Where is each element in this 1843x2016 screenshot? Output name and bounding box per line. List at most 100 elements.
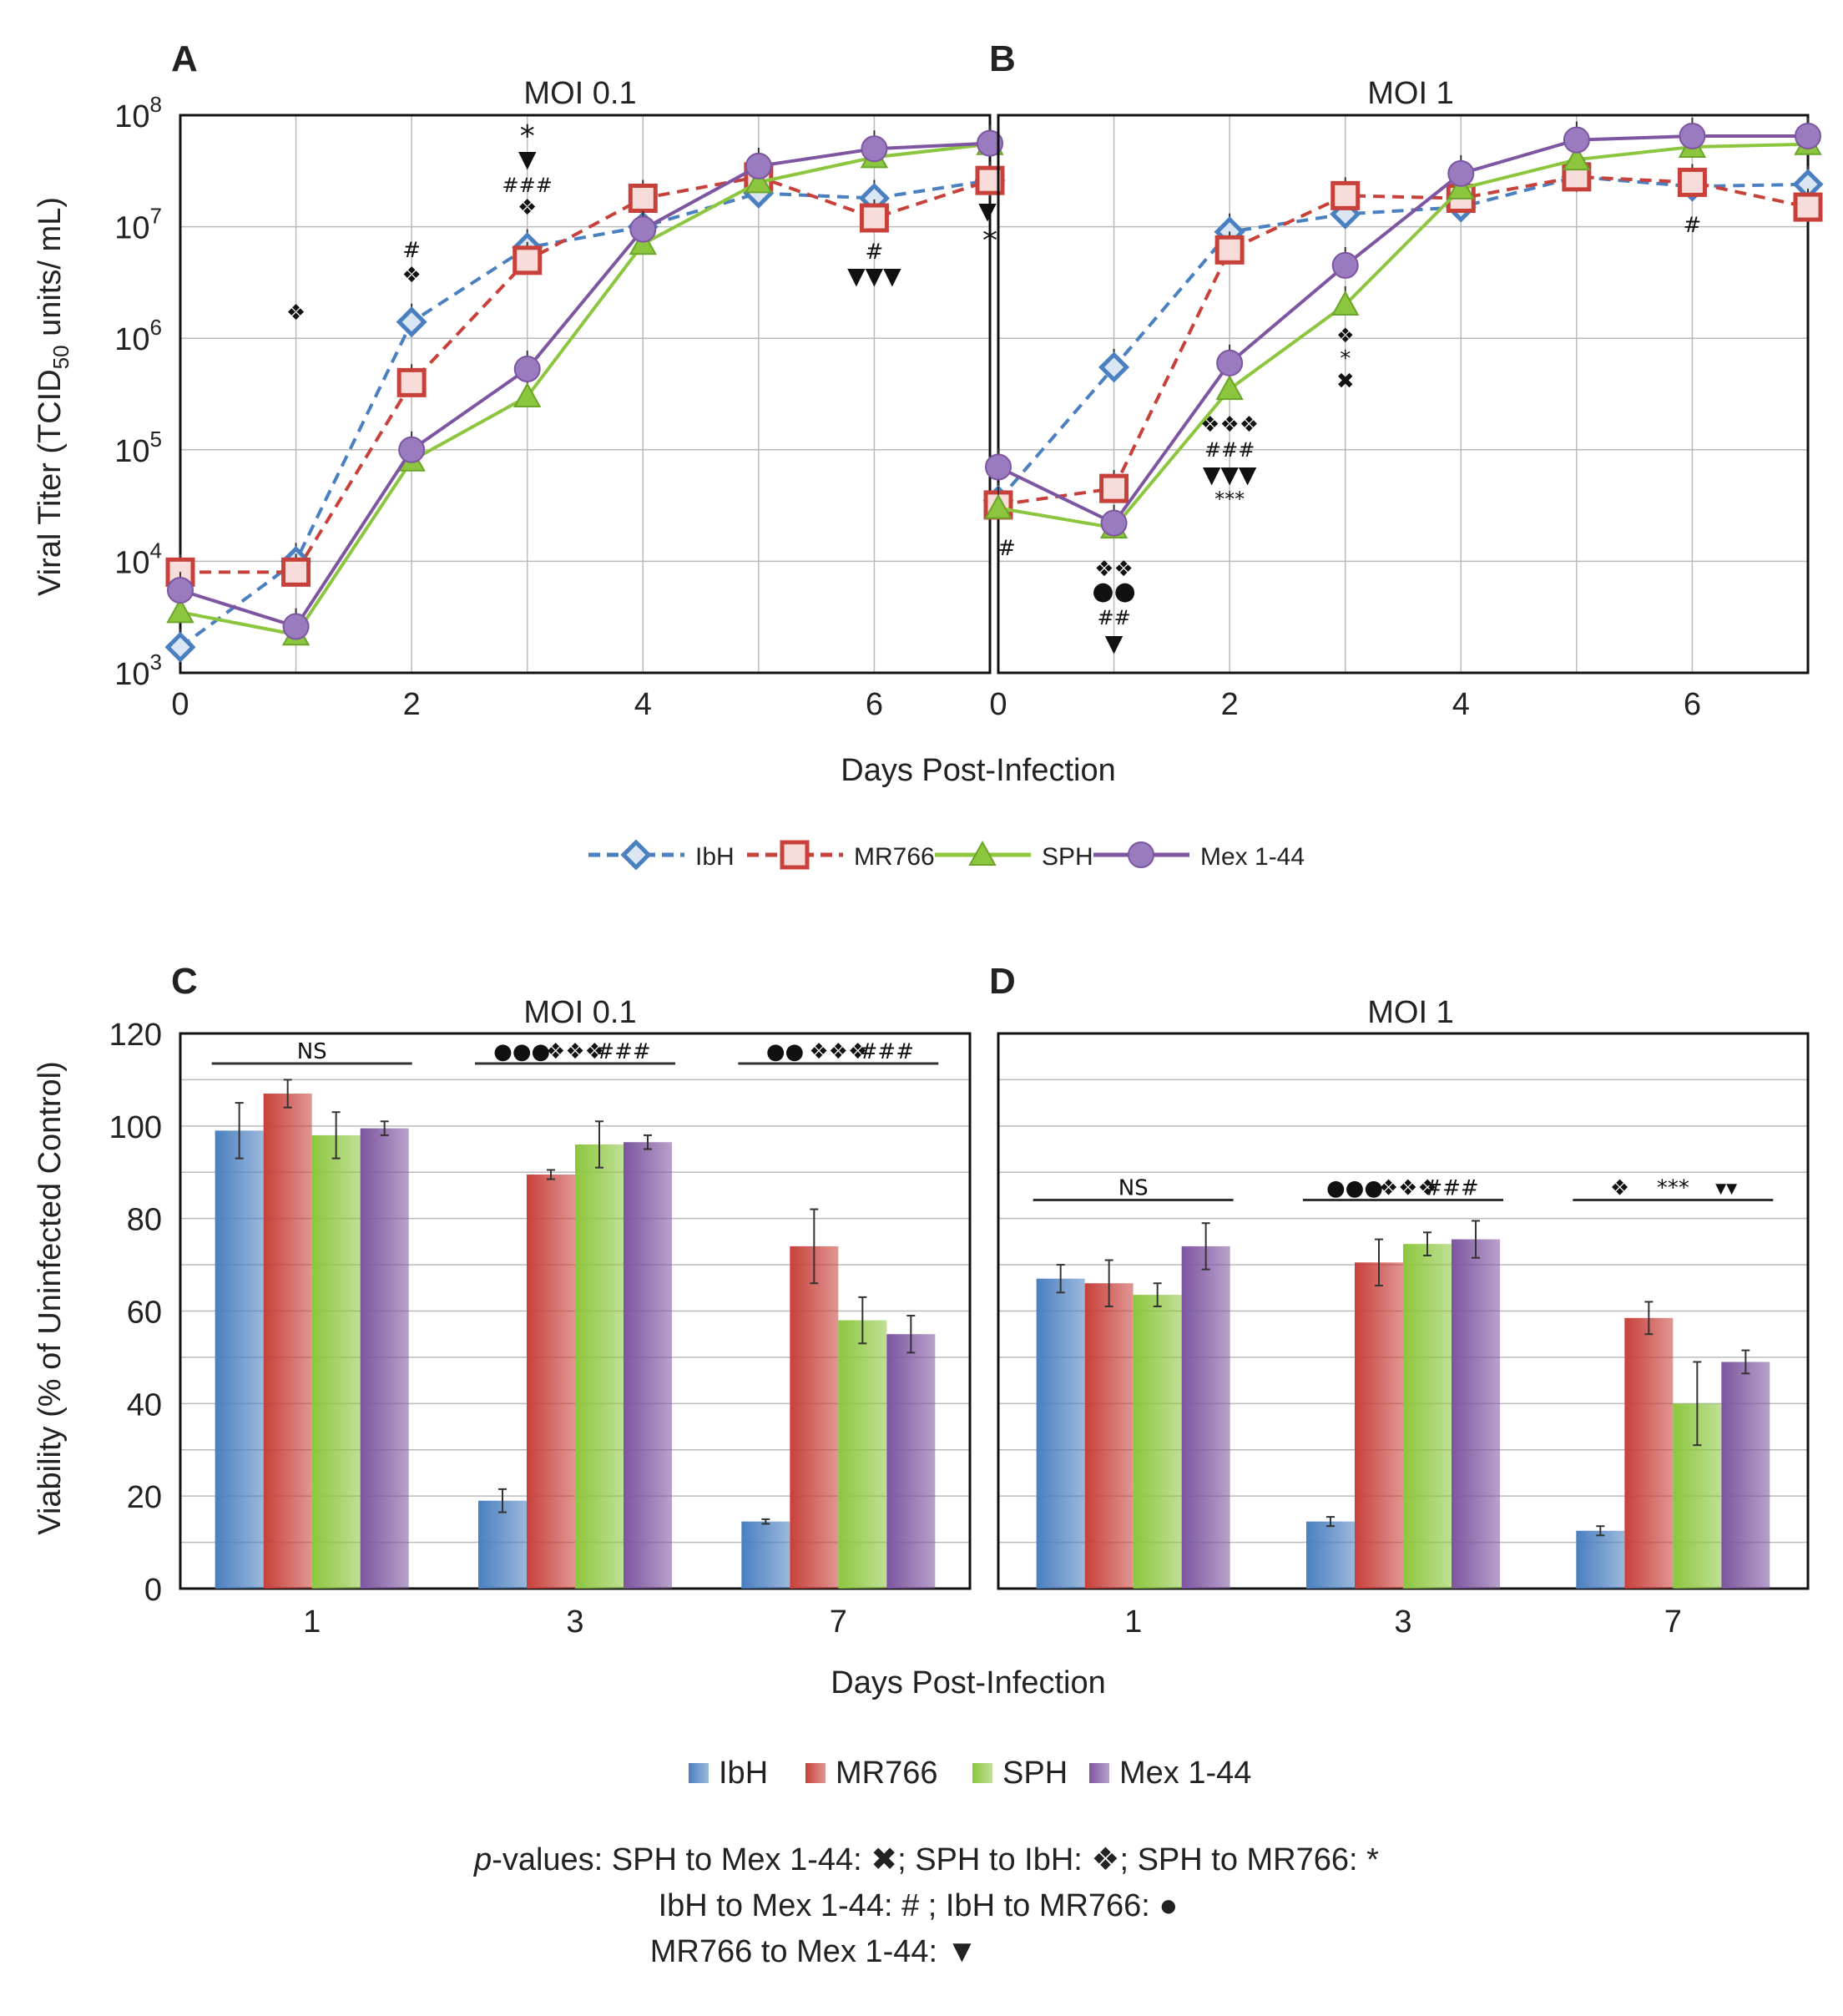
significance-mark: ❖❖ [1094, 557, 1134, 582]
x-tick-label: 3 [566, 1604, 583, 1640]
bar-mex-1-44 [1721, 1362, 1770, 1589]
x-tick-label: 6 [1684, 687, 1701, 722]
significance-label: ●● [766, 1039, 804, 1064]
bar-ibh [478, 1500, 527, 1589]
data-point-mex-1-44 [513, 356, 541, 383]
series-line-mex-1-44 [997, 134, 1808, 526]
data-point-mex-1-44 [1447, 159, 1475, 187]
significance-mark: ### [1204, 438, 1255, 462]
bar-ibh [1576, 1530, 1625, 1589]
data-point-mex-1-44 [1100, 509, 1128, 537]
significance-mark: ❖ [1336, 324, 1355, 347]
data-point-ibh [396, 306, 427, 338]
bar-mr766 [1084, 1283, 1134, 1589]
data-point-mr766 [1099, 473, 1129, 503]
significance-label: ❖❖❖ [546, 1039, 604, 1064]
bar-mex-1-44 [360, 1128, 409, 1589]
pvalue-line-1: p-values: SPH to Mex 1-44: ✖; SPH to IbH… [473, 1842, 1379, 1877]
y-tick-label: 20 [127, 1480, 162, 1515]
significance-label: ●●● [1326, 1176, 1383, 1201]
data-point-sph [984, 493, 1012, 519]
legend-swatch [689, 1763, 709, 1783]
legend-swatch [805, 1763, 826, 1783]
legend-marker [968, 840, 997, 866]
bar-sph [1133, 1295, 1182, 1589]
bar-mr766 [1624, 1317, 1674, 1589]
series-line-sph [179, 142, 991, 637]
significance-label: ▾▾ [1715, 1176, 1737, 1201]
x-tick-label: 3 [1394, 1604, 1411, 1640]
bar-mr766 [1355, 1262, 1403, 1589]
x-tick-label: 4 [634, 687, 652, 722]
series-line-mr766 [997, 174, 1809, 507]
data-point-mr766 [396, 367, 427, 397]
significance-mark: * [982, 224, 997, 258]
bar-mex-1-44 [1452, 1239, 1500, 1589]
significance-label: ### [596, 1039, 650, 1064]
series-line-sph [997, 142, 1809, 530]
y-axis-title-top: Viral Titer (TCID50 units/ mL) [33, 197, 73, 596]
panel-c-title: MOI 0.1 [523, 995, 636, 1030]
y-tick-exponent: 8 [150, 92, 162, 117]
significance-label: ### [860, 1039, 914, 1064]
panel-d-title: MOI 1 [1367, 995, 1453, 1030]
data-point-mr766 [1330, 180, 1361, 210]
data-point-sph [1563, 145, 1591, 171]
significance-mark: # [997, 536, 1016, 561]
panel-letter-a: A [171, 38, 198, 79]
bar-sph [311, 1134, 361, 1589]
legend-marker [620, 839, 652, 871]
y-tick-base: 10 [114, 657, 149, 692]
data-point-mex-1-44 [1563, 126, 1590, 154]
significance-mark: ❖ [518, 195, 537, 220]
x-tick-label: 2 [1221, 687, 1239, 722]
data-point-sph [1447, 174, 1475, 200]
bar-ibh [741, 1521, 790, 1589]
y-tick-label: 104 [114, 538, 162, 580]
significance-mark: # [866, 240, 884, 265]
bar-mex-1-44 [886, 1334, 936, 1589]
significance-label: ### [1424, 1176, 1478, 1201]
y-tick-exponent: 4 [150, 538, 162, 563]
bar-ibh [1036, 1278, 1085, 1589]
y-tick-base: 10 [114, 322, 149, 357]
legend-label: MR766 [854, 843, 935, 871]
x-axis-title-top: Days Post-Infection [841, 753, 1115, 788]
y-tick-exponent: 7 [150, 204, 162, 229]
significance-mark: * [1340, 346, 1351, 371]
data-point-mex-1-44 [1795, 122, 1821, 149]
y-tick-base: 10 [114, 545, 149, 580]
y-tick-label: 100 [109, 1110, 162, 1145]
data-point-mex-1-44 [1679, 122, 1706, 149]
y-tick-base: 10 [114, 434, 149, 469]
legend-label: Mex 1-44 [1119, 1756, 1251, 1791]
significance-mark: ▼ [518, 145, 537, 173]
x-tick-label: 0 [989, 687, 1007, 722]
y-tick-base: 10 [114, 211, 149, 246]
data-point-sph [629, 230, 657, 255]
legend-label: Mex 1-44 [1200, 843, 1305, 871]
significance-mark: ✖ [1336, 369, 1355, 394]
panel-letter-d: D [989, 961, 1016, 1002]
legend-marker [1128, 841, 1154, 868]
significance-label: NS [1118, 1176, 1149, 1201]
significance-mark: ❖ [401, 263, 421, 288]
y-tick-label: 60 [127, 1296, 162, 1331]
x-axis-title-bottom: Days Post-Infection [831, 1665, 1105, 1700]
bar-sph [1403, 1244, 1452, 1589]
legend-label: MR766 [836, 1756, 938, 1791]
data-point-ibh [1098, 351, 1130, 383]
bar-ibh [215, 1130, 264, 1589]
data-point-mex-1-44 [1331, 251, 1359, 279]
significance-mark: ## [1097, 606, 1130, 629]
bar-ibh [1306, 1521, 1355, 1589]
x-tick-label: 4 [1452, 687, 1470, 722]
significance-mark: ▼▼▼ [847, 262, 901, 290]
data-point-mr766 [859, 203, 889, 233]
series-line-mex-1-44 [179, 141, 991, 629]
x-tick-label: 1 [1124, 1604, 1142, 1640]
legend-label: IbH [719, 1756, 768, 1791]
data-point-mex-1-44 [398, 436, 426, 463]
significance-label: *** [1657, 1176, 1689, 1201]
